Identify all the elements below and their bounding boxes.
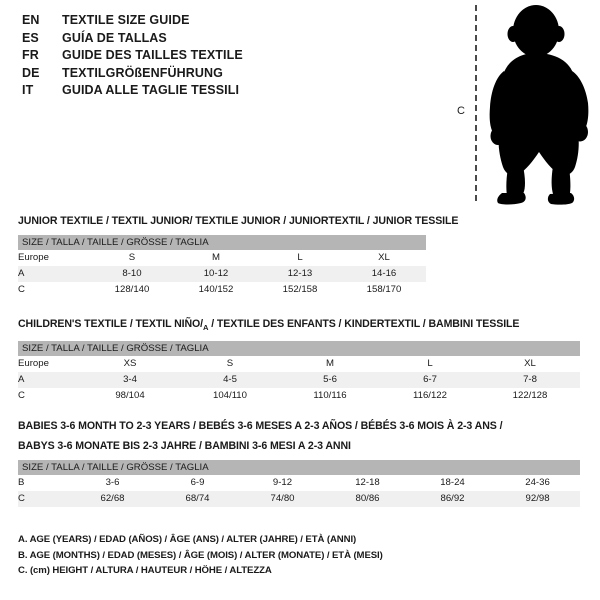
table-row: C 98/104 104/110 110/116 116/122 122/128 [18,388,580,404]
table-cell: 8-10 [90,265,174,282]
table-cell: 6-9 [190,477,205,488]
language-title-block: EN TEXTILE SIZE GUIDE ES GUÍA DE TALLAS … [22,12,322,100]
table-cell: M [212,251,220,263]
table-cell: S [226,357,234,369]
row-key: C [18,389,25,401]
language-title: GUÍA DE TALLAS [62,30,167,45]
row-key: Europe [18,251,49,263]
height-dashed-line [475,5,477,201]
table-cell: XL [524,357,536,369]
language-row-it: IT GUIDA ALLE TAGLIE TESSILI [22,82,322,100]
section-title-pre: CHILDREN'S TEXTILE / TEXTIL NIÑO/ [18,318,204,330]
table-cell: 7-8 [480,371,581,388]
row-key: A [18,265,90,282]
language-code: DE [22,65,40,80]
size-table-junior: SIZE / TALLA / TAILLE / GRÖSSE / TAGLIA … [18,234,426,298]
language-title: GUIDA ALLE TAGLIE TESSILI [62,83,240,98]
band-label: SIZE / TALLA / TAILLE / GRÖSSE / TAGLIA [18,460,581,475]
table-row: Europe XS S M L XL [18,356,580,372]
table-row: B 3-6 6-9 9-12 12-18 18-24 24-36 [18,475,580,491]
table-cell: 104/110 [213,389,247,401]
table-band-row: SIZE / TALLA / TAILLE / GRÖSSE / TAGLIA [18,460,581,475]
table-cell: 110/116 [313,389,347,401]
table-cell: 6-7 [380,371,480,388]
language-code: IT [22,83,34,98]
band-label: SIZE / TALLA / TAILLE / GRÖSSE / TAGLIA [18,234,426,250]
language-row-en: EN TEXTILE SIZE GUIDE [22,12,322,30]
section-junior-textile: JUNIOR TEXTILE / TEXTIL JUNIOR/ TEXTILE … [18,215,459,298]
language-title: TEXTILGRÖßENFÜHRUNG [62,65,223,80]
table-band-row: SIZE / TALLA / TAILLE / GRÖSSE / TAGLIA [18,340,581,356]
section-title-line-2: BABYS 3-6 MONATE BIS 2-3 JAHRE / BAMBINI… [18,439,351,452]
table-cell: L [427,357,433,369]
table-row: Europe S M L XL [18,250,426,266]
table-cell: 12-18 [355,477,380,488]
table-cell: 68/74 [155,491,240,507]
row-key: A [18,371,80,388]
language-row-de: DE TEXTILGRÖßENFÜHRUNG [22,65,322,83]
table-cell: 10-12 [174,265,258,282]
table-cell: 62/68 [70,491,155,507]
legend-line-c: C. (cm) HEIGHT / ALTURA / HAUTEUR / HÖHE… [18,565,272,576]
table-cell: 3-6 [105,477,120,488]
section-title: CHILDREN'S TEXTILE / TEXTIL NIÑO/A / TEX… [18,318,580,335]
language-title: TEXTILE SIZE GUIDE [62,13,190,27]
table-cell: 74/80 [240,491,325,507]
table-cell: 24-36 [525,477,550,488]
table-row: A 8-10 10-12 12-13 14-16 [18,265,426,282]
table-cell: 92/98 [495,491,581,507]
legend-line-a: A. AGE (YEARS) / EDAD (AÑOS) / ÂGE (ANS)… [18,534,357,545]
table-cell: 128/140 [114,283,150,295]
table-cell: 122/128 [512,389,548,401]
language-row-es: ES GUÍA DE TALLAS [22,30,322,48]
table-cell: 116/122 [413,389,447,401]
table-cell: 158/170 [366,283,402,295]
legend-line-b: B. AGE (MONTHS) / EDAD (MESES) / ÂGE (MO… [18,549,383,561]
table-row: C 128/140 140/152 152/158 158/170 [18,282,426,298]
size-table-babies: SIZE / TALLA / TAILLE / GRÖSSE / TAGLIA … [18,460,581,507]
language-code: FR [22,48,39,63]
table-cell: 86/92 [410,491,495,507]
child-silhouette-icon [489,5,589,205]
section-title: JUNIOR TEXTILE / TEXTIL JUNIOR/ TEXTILE … [18,215,459,227]
size-table-childrens: SIZE / TALLA / TAILLE / GRÖSSE / TAGLIA … [18,340,581,404]
section-title-line-1: BABIES 3-6 MONTH TO 2-3 YEARS / BEBÉS 3-… [18,420,503,432]
language-code: ES [22,30,39,45]
table-cell: 152/158 [282,283,318,295]
section-childrens-textile: CHILDREN'S TEXTILE / TEXTIL NIÑO/A / TEX… [18,318,581,404]
table-cell: L [297,251,303,263]
row-key: B [18,477,25,488]
table-row: C 62/68 68/74 74/80 80/86 86/92 92/98 [18,491,581,507]
section-title-post: / TEXTILE DES ENFANTS / KINDERTEXTIL / B… [208,318,520,330]
section-babies-textile: BABIES 3-6 MONTH TO 2-3 YEARS / BEBÉS 3-… [18,420,581,507]
table-cell: 5-6 [280,371,380,388]
height-measurement-figure: C [440,0,600,210]
table-cell: XS [123,357,137,369]
row-key: C [18,283,25,295]
table-cell: 140/152 [198,283,234,295]
table-cell: 4-5 [180,371,280,388]
language-title: GUIDE DES TAILLES TEXTILE [62,48,243,63]
table-band-row: SIZE / TALLA / TAILLE / GRÖSSE / TAGLIA [18,234,426,250]
table-cell: 3-4 [80,371,180,388]
section-title-subscript: A [203,323,209,333]
table-cell: 12-13 [258,265,342,282]
table-cell: XL [378,251,390,263]
table-cell: 98/104 [115,389,145,401]
table-cell: 14-16 [342,265,426,282]
table-cell: 80/86 [325,491,410,507]
height-measure-label: C [457,105,465,117]
legend-block: A. AGE (YEARS) / EDAD (AÑOS) / ÂGE (ANS)… [18,532,578,579]
language-row-fr: FR GUIDE DES TAILLES TEXTILE [22,47,322,65]
row-key: Europe [18,357,49,369]
table-cell: 9-12 [272,477,293,488]
table-cell: 18-24 [440,477,465,488]
table-cell: M [326,357,334,369]
table-row: A 3-4 4-5 5-6 6-7 7-8 [18,371,581,388]
language-code: EN [22,13,40,27]
table-cell: S [128,251,136,263]
row-key: C [18,491,70,507]
band-label: SIZE / TALLA / TAILLE / GRÖSSE / TAGLIA [18,340,581,356]
